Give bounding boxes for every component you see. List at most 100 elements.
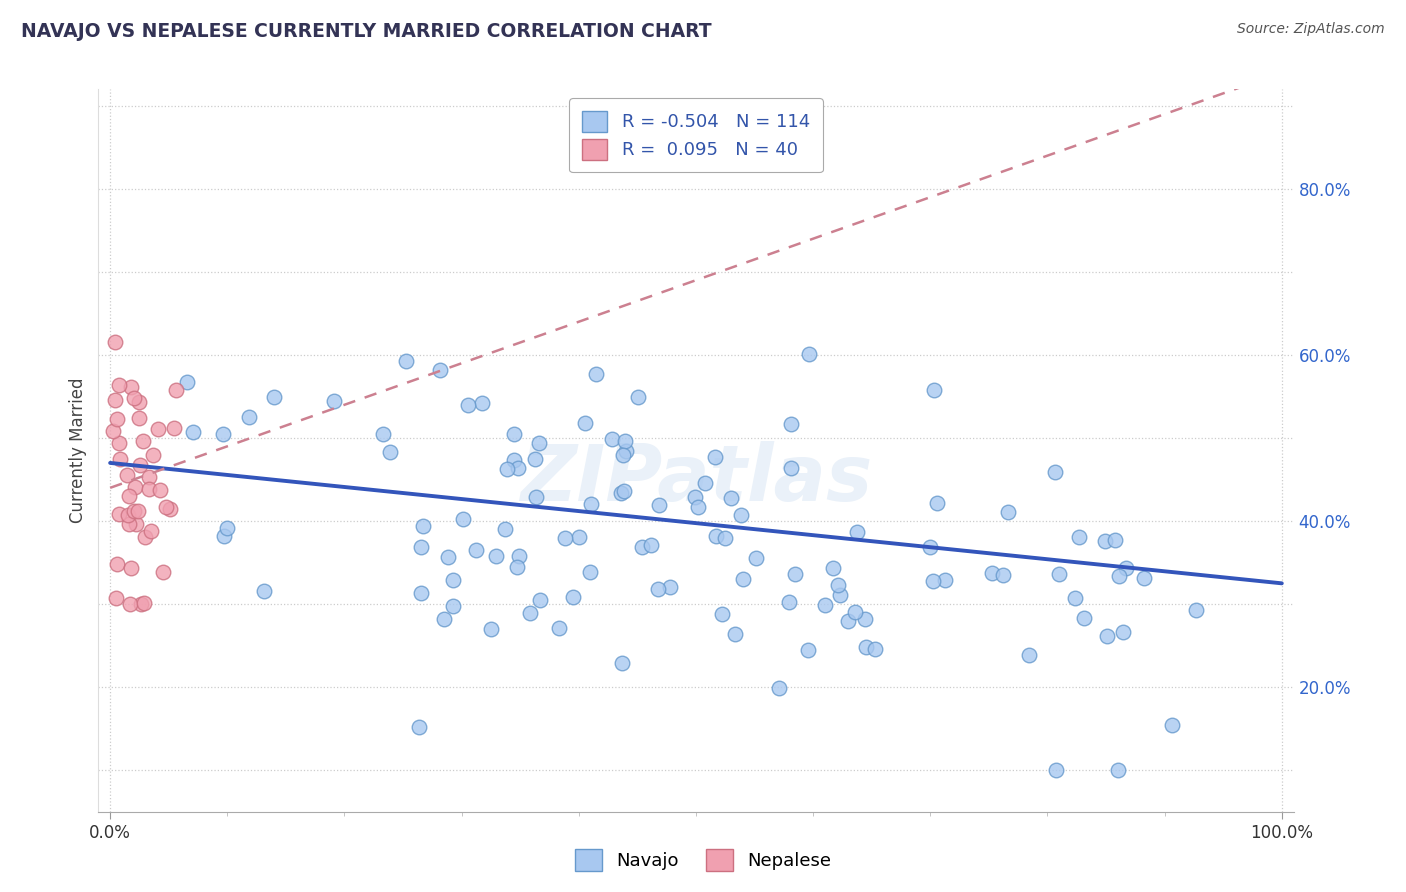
Point <box>253 584 276 599</box>
Point <box>117 508 139 522</box>
Point <box>844 605 866 619</box>
Point <box>163 421 186 435</box>
Point <box>797 346 820 360</box>
Point <box>485 549 508 563</box>
Point <box>132 434 155 449</box>
Point <box>925 495 948 509</box>
Legend: R = -0.504   N = 114, R =  0.095   N = 40: R = -0.504 N = 114, R = 0.095 N = 40 <box>569 98 823 172</box>
Point <box>1111 624 1133 639</box>
Point <box>574 416 596 430</box>
Point <box>1064 591 1087 605</box>
Point <box>105 591 128 606</box>
Point <box>263 390 285 404</box>
Point <box>1133 571 1156 585</box>
Point <box>724 626 747 640</box>
Point <box>120 561 142 575</box>
Point <box>780 417 803 431</box>
Point <box>125 516 148 531</box>
Point <box>322 394 344 409</box>
Point <box>1043 465 1066 479</box>
Point <box>479 622 502 636</box>
Point <box>108 452 131 467</box>
Point <box>991 568 1014 582</box>
Point <box>1094 533 1116 548</box>
Point <box>155 500 177 515</box>
Point <box>437 550 460 565</box>
Point <box>159 502 181 516</box>
Point <box>704 529 727 543</box>
Point <box>783 567 806 582</box>
Point <box>124 480 146 494</box>
Point <box>149 483 172 497</box>
Point <box>433 612 456 626</box>
Point <box>610 486 633 500</box>
Point <box>124 504 146 518</box>
Point <box>165 383 187 397</box>
Point <box>730 508 752 522</box>
Point <box>918 540 941 554</box>
Point <box>506 559 529 574</box>
Point <box>846 524 869 539</box>
Point <box>1047 566 1070 581</box>
Point <box>118 489 141 503</box>
Point <box>128 411 150 425</box>
Point <box>720 491 742 505</box>
Point <box>502 426 524 441</box>
Point <box>922 383 945 397</box>
Point <box>129 458 152 472</box>
Point <box>647 498 669 512</box>
Point <box>602 432 624 446</box>
Point <box>132 596 155 610</box>
Point <box>827 578 849 592</box>
Point <box>562 591 585 605</box>
Point <box>631 540 654 554</box>
Point <box>408 720 430 734</box>
Point <box>1073 611 1095 625</box>
Point <box>647 582 669 596</box>
Point <box>1108 568 1130 582</box>
Point <box>138 470 160 484</box>
Point <box>215 521 238 535</box>
Point <box>457 398 479 412</box>
Point <box>139 524 162 538</box>
Point <box>703 450 725 464</box>
Point <box>1160 718 1182 732</box>
Point <box>107 378 129 392</box>
Point <box>104 393 127 408</box>
Point <box>120 380 142 394</box>
Point <box>658 581 681 595</box>
Point <box>796 642 818 657</box>
Point <box>105 557 128 571</box>
Point <box>503 453 526 467</box>
Point <box>686 500 709 515</box>
Point <box>409 586 432 600</box>
Point <box>441 574 464 588</box>
Text: ZIPatlas: ZIPatlas <box>520 442 872 517</box>
Point <box>371 427 394 442</box>
Point <box>211 426 233 441</box>
Point <box>1115 561 1137 575</box>
Point <box>981 566 1004 580</box>
Point <box>214 529 236 543</box>
Point <box>1067 530 1090 544</box>
Point <box>238 409 260 424</box>
Point <box>548 621 571 635</box>
Point <box>578 566 600 580</box>
Point <box>814 599 837 613</box>
Point <box>714 531 737 545</box>
Point <box>128 394 150 409</box>
Point <box>120 597 142 611</box>
Point <box>778 594 800 608</box>
Point <box>683 490 706 504</box>
Point <box>853 612 876 626</box>
Point <box>176 375 198 389</box>
Point <box>711 607 734 622</box>
Point <box>627 390 650 404</box>
Point <box>837 614 859 628</box>
Point <box>429 363 451 377</box>
Point <box>768 681 790 695</box>
Point <box>693 475 716 490</box>
Point <box>395 353 418 368</box>
Point <box>508 461 530 475</box>
Text: NAVAJO VS NEPALESE CURRENTLY MARRIED CORRELATION CHART: NAVAJO VS NEPALESE CURRENTLY MARRIED COR… <box>21 22 711 41</box>
